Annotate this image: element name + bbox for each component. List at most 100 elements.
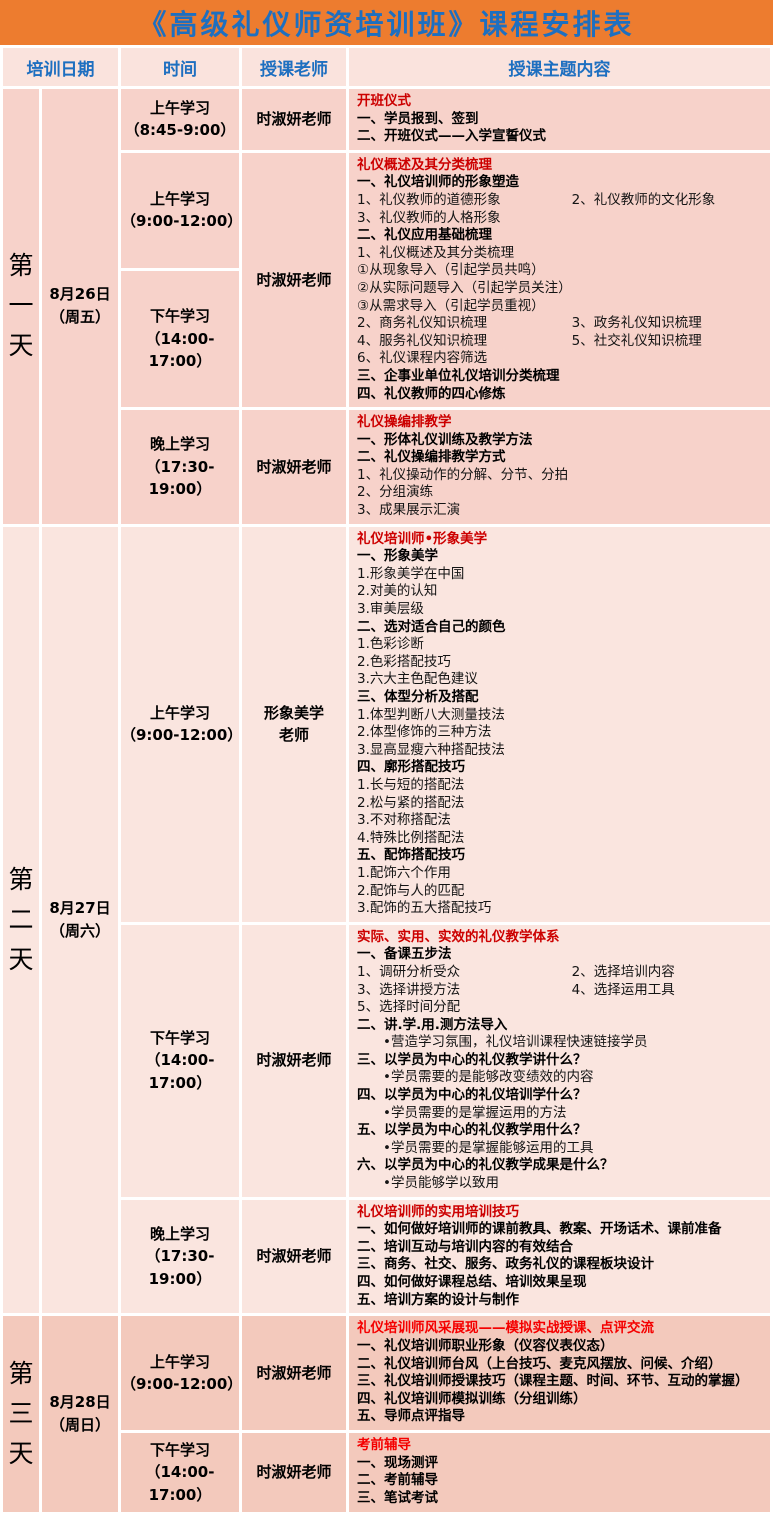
page-title: 《高级礼仪师资培训班》课程安排表	[0, 0, 773, 45]
content-item: 1.体型判断八大测量技法	[357, 706, 505, 723]
time-text: （14:00-17:00）	[145, 329, 215, 371]
content-section-title: 礼仪培训师•形象美学	[357, 530, 488, 547]
content-item: •学员需要的是掌握能够运用的工具	[383, 1139, 594, 1156]
time-cell: 上午学习 （9:00-12:00）	[121, 1316, 243, 1431]
time-text: （9:00-12:00）	[121, 726, 243, 745]
time-text: 上午学习	[149, 1352, 210, 1371]
content-item: 三、企事业单位礼仪培训分类梳理	[357, 367, 560, 384]
header-row: 培训日期 时间 授课老师 授课主题内容	[3, 48, 770, 86]
teacher-name: 时淑妍老师	[256, 110, 332, 129]
teacher-name: 时淑妍老师	[256, 1463, 332, 1482]
content-item: 五、以学员为中心的礼仪教学用什么？	[357, 1122, 587, 1139]
content-item-left: 2、商务礼仪知识梳理	[357, 315, 488, 332]
content-item: 2.配饰与人的匹配	[357, 882, 465, 899]
content-item-right: 2、礼仪教师的文化形象	[571, 191, 716, 208]
content-item: ②从实际问题导入（引起学员关注）	[357, 279, 572, 296]
content-item: 3、选择讲授方法 4、选择运用工具	[357, 982, 762, 1000]
content-item: 三、体型分析及搭配	[357, 689, 479, 705]
column-header-teacher: 授课老师	[242, 48, 346, 86]
content-item: 四、以学员为中心的礼仪培训学什么？	[357, 1087, 587, 1104]
time-cell: 上午学习 （9:00-12:00）	[121, 526, 243, 922]
content-item-right: 3、政务礼仪知识梳理	[571, 315, 702, 332]
content-item: 3.不对称搭配法	[357, 812, 451, 829]
time-text: （9:00-12:00）	[121, 212, 243, 231]
content-item: 1、礼仪操动作的分解、分节、分拍	[357, 466, 569, 483]
content-item: 3、礼仪教师的人格形象	[357, 209, 501, 226]
teacher-name: 时淑妍老师	[256, 1247, 332, 1266]
content-item: 一、现场测评	[357, 1454, 438, 1471]
content-item: 四、礼仪教师的四心修炼	[357, 385, 506, 402]
content-item: 二、礼仪操编排教学方式	[357, 449, 506, 466]
schedule-row: 下午学习 （14:00-17:00） 时淑妍老师 实际、实用、实效的礼仪教学体系 一、备…	[3, 924, 770, 1197]
content-item: 一、礼仪培训师的形象塑造	[357, 174, 519, 191]
content-item: 二、培训互动与培训内容的有效结合	[357, 1238, 573, 1255]
teacher-cell: 时淑妍老师	[242, 1199, 346, 1314]
schedule-row: 下午学习 （14:00-17:00） 时淑妍老师 考前辅导 一、现场测评 二、考前辅导 三、…	[3, 1433, 770, 1512]
content-item: 三、礼仪培训师授课技巧（课程主题、时间、环节、互动的掌握）	[357, 1373, 749, 1390]
time-text: （8:45-9:00）	[124, 121, 236, 140]
content-item: 1、调研分析受众 2、选择培训内容	[357, 964, 762, 982]
content-item: 2.色彩搭配技巧	[357, 653, 451, 670]
teacher-name: 时淑妍老师	[256, 457, 332, 476]
content-item: 3.六大主色配色建议	[357, 671, 478, 688]
schedule-row: 第二天 8月27日 （周六） 上午学习 （9:00-12:00） 形象美学 老师 礼仪培训师•…	[3, 526, 770, 1314]
content-item-left: 1、礼仪教师的道德形象	[357, 191, 501, 208]
time-cell: 下午学习 （14:00-17:00）	[121, 270, 239, 408]
content-item: ①从现象导入（引起学员共鸣）	[357, 262, 545, 279]
content-item-right: 2、选择培训内容	[571, 963, 675, 980]
content-cell: 礼仪培训师的实用培训技巧 一、如何做好培训师的课前教具、教案、开场话术、课前准备二…	[349, 1199, 770, 1314]
content-item: 1、礼仪教师的道德形象 2、礼仪教师的文化形象	[357, 192, 762, 210]
weekday-text: （周五）	[49, 308, 110, 327]
time-text: 上午学习	[149, 98, 210, 117]
content-item: 3.审美层级	[357, 601, 424, 618]
content-item: 四、如何做好课程总结、培训效果呈现	[357, 1274, 587, 1290]
time-text: （14:00-17:00）	[145, 1051, 215, 1092]
content-item-left: 4、服务礼仪知识梳理	[357, 332, 488, 349]
time-text: （9:00-12:00）	[121, 1375, 243, 1394]
time-cell: 下午学习 （14:00-17:00）	[121, 924, 239, 1197]
time-cell: 晚上学习 （17:30-19:00）	[121, 1199, 239, 1314]
content-item: 3.显高显瘦六种搭配技法	[357, 741, 505, 758]
day-cell: 第二天	[3, 526, 39, 1314]
content-item: 1.配饰六个作用	[357, 864, 451, 881]
content-item: 2.对美的认知	[357, 583, 438, 600]
time-text: 晚上学习	[149, 1224, 210, 1243]
content-item: 1.色彩诊断	[357, 636, 424, 653]
content-item: 4.特殊比例搭配法	[357, 829, 465, 846]
schedule-row: 第一天 8月26日 （周五） 上午学习 （8:45-9:00） 时淑妍老师 开班仪式 一、学员…	[3, 89, 770, 524]
schedule-row: 晚上学习 （17:30-19:00） 时淑妍老师 礼仪培训师的实用培训技巧 一、如何做好…	[3, 1199, 770, 1314]
content-cell: 实际、实用、实效的礼仪教学体系 一、备课五步法 1、调研分析受众 2、选择培训内容 3、…	[349, 924, 770, 1197]
time-text: （17:30-19:00）	[145, 1247, 215, 1288]
time-cell: 晚上学习 （17:30-19:00）	[121, 410, 239, 524]
column-header-date: 培训日期	[3, 48, 118, 86]
content-item: 二、讲.学.用.测方法导入	[357, 1016, 508, 1033]
content-item: 二、选对适合自己的颜色	[357, 618, 506, 635]
teacher-cell: 时淑妍老师	[242, 1316, 346, 1431]
content-item: 二、礼仪培训师台风（上台技巧、麦克风摆放、问候、介绍）	[357, 1355, 722, 1372]
time-cell: 上午学习 （8:45-9:00）	[121, 89, 239, 150]
time-text: （17:30-19:00）	[145, 457, 215, 499]
date-text: 8月27日	[49, 898, 111, 917]
content-section-title: 礼仪操编排教学	[357, 414, 452, 431]
content-item-left: 3、选择讲授方法	[357, 981, 461, 998]
content-item: 三、笔试考试	[357, 1489, 438, 1506]
teacher-cell: 时淑妍老师	[242, 89, 346, 150]
content-item: 二、开班仪式——入学宣誓仪式	[357, 128, 546, 145]
content-section-title: 礼仪概述及其分类梳理	[357, 156, 492, 173]
schedule-row: 晚上学习 （17:30-19:00） 时淑妍老师 礼仪操编排教学 一、形体礼仪训练及教学…	[3, 410, 770, 524]
time-cell: 上午学习 （9:00-12:00）	[121, 152, 243, 268]
schedule-row: 上午学习 （9:00-12:00） 时淑妍老师 礼仪概述及其分类梳理 一、礼仪培训师的形…	[3, 152, 770, 408]
content-item: 3、成果展示汇演	[357, 502, 461, 519]
time-cell: 下午学习 （14:00-17:00）	[121, 1433, 239, 1512]
content-item: 一、学员报到、签到	[357, 110, 479, 127]
content-item: 四、礼仪培训师模拟训练（分组训练）	[357, 1390, 587, 1407]
schedule-table: 培训日期 时间 授课老师 授课主题内容 第一天 8月26日 （周五） 上午学习 （8:4…	[0, 45, 773, 1515]
content-item: 3.配饰的五大搭配技巧	[357, 900, 492, 917]
teacher-name: 老师	[278, 726, 309, 745]
time-text: （14:00-17:00）	[145, 1463, 215, 1504]
content-item: 二、礼仪应用基础梳理	[357, 227, 492, 244]
teacher-cell: 时淑妍老师	[242, 152, 346, 408]
column-header-time: 时间	[121, 48, 239, 86]
content-item: •学员能够学以致用	[383, 1175, 499, 1192]
content-item: •学员需要的是掌握运用的方法	[383, 1104, 567, 1121]
